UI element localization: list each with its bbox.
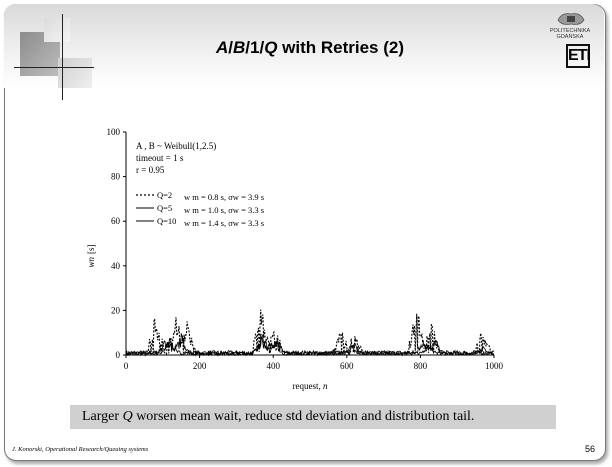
logo-text: POLITECHNIKA GDAŃSKA (549, 28, 591, 40)
annotation-timeout: timeout = 1 s (136, 153, 184, 163)
y-tick-label: 40 (111, 261, 121, 271)
deco-square-mid (44, 18, 70, 42)
x-tick-label: 400 (266, 361, 280, 371)
footer-text: J. Konorski, Operational Research/Queuin… (12, 446, 149, 453)
x-tick-label: 800 (414, 361, 428, 371)
x-axis-label: request, n (293, 381, 329, 391)
title-rest: with Retries (2) (277, 38, 405, 57)
title-sep-1: / (228, 38, 233, 57)
university-crest-icon (557, 13, 585, 25)
legend-label-q5: Q=5 (157, 203, 172, 213)
title-bar (4, 4, 604, 88)
deco-vertical-line (62, 14, 63, 100)
x-tick-label: 0 (124, 361, 129, 371)
title-part-q: Q (264, 38, 278, 57)
caption-box: Larger Q worsen mean wait, reduce std de… (70, 405, 556, 429)
eti-logo-icon: ETI (566, 44, 591, 68)
series-line-q5 (125, 332, 495, 357)
caption-post: worsen mean wait, reduce std deviation a… (132, 409, 475, 424)
y-axis-label: wn[s] (86, 244, 96, 267)
legend: Q=2 w m = 0.8 s, σw = 3.9 s Q=5 w m = 1.… (136, 190, 264, 228)
caption-q: Q (122, 409, 133, 424)
eti-logo-text: ETI (568, 47, 591, 64)
page-number: 56 (585, 444, 596, 454)
y-tick-label: 80 (111, 172, 121, 182)
legend-label-q10: Q=10 (157, 216, 176, 226)
deco-square-light (58, 58, 92, 88)
legend-label-q2: Q=2 (157, 190, 172, 200)
slide-title: A/B/1/Q with Retries (2) (150, 38, 470, 58)
y-tick-label: 0 (116, 350, 121, 360)
x-tick-label: 1000 (485, 361, 504, 371)
title-part-a: A (215, 38, 229, 57)
x-tick-label: 200 (193, 361, 207, 371)
legend-stats-q5: w m = 1.0 s, σw = 3.3 s (184, 205, 264, 215)
title-part-b: B (233, 38, 246, 57)
y-tick-label: 60 (111, 216, 121, 226)
y-tick-label: 20 (111, 305, 121, 315)
x-tick-label: 600 (340, 361, 354, 371)
caption-pre: Larger (82, 409, 123, 424)
legend-stats-q10: w m = 1.4 s, σw = 3.3 s (184, 218, 264, 228)
legend-stats-q2: w m = 0.8 s, σw = 3.9 s (184, 192, 264, 202)
y-tick-label: 100 (107, 127, 121, 137)
annotation-r: r = 0.95 (136, 165, 165, 175)
title-sep-2: /1/ (245, 38, 265, 57)
deco-horizontal-line (14, 67, 94, 68)
annotation-distribution: A , B ~ Weibull(1,2.5) (136, 141, 216, 151)
